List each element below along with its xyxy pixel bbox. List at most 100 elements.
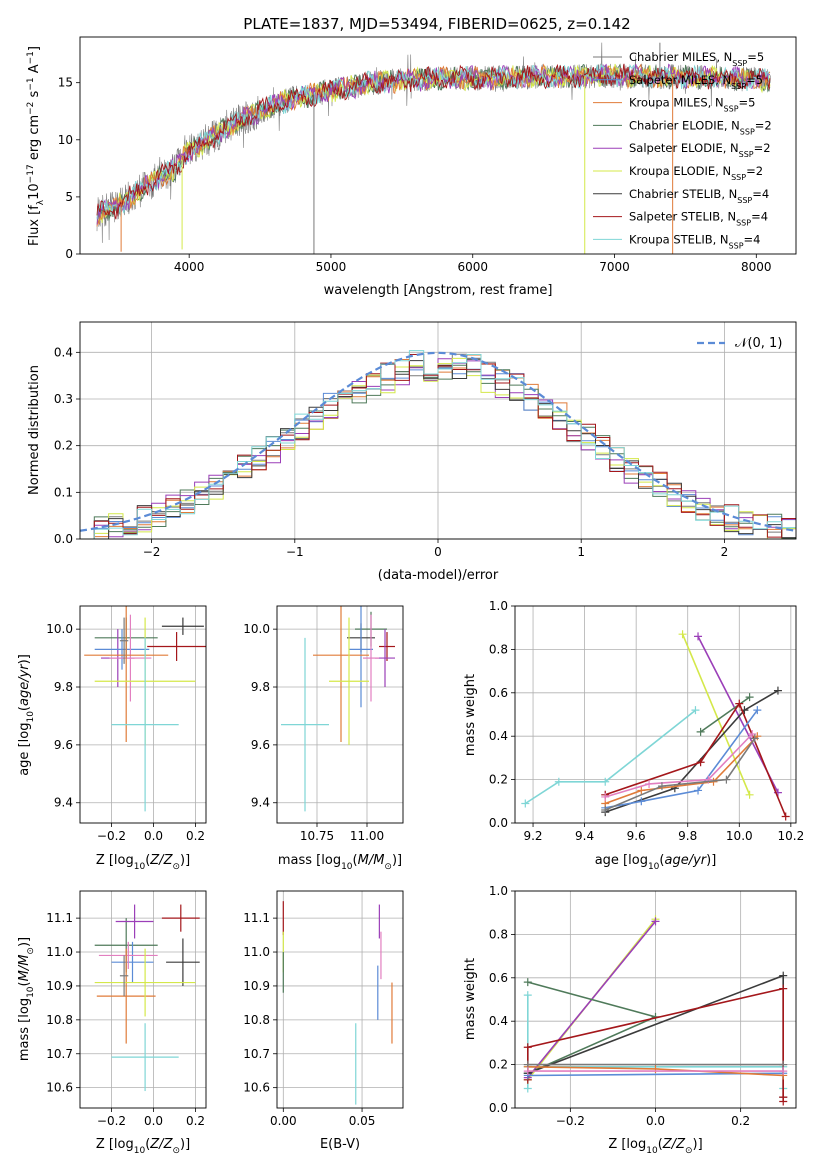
x-axis-label: Z [log10(Z/Z⊙)] — [96, 853, 190, 872]
error-bar-point — [363, 614, 379, 702]
x-tick-label: −0.2 — [556, 1114, 585, 1128]
x-tick-label: 0.05 — [349, 1114, 376, 1128]
y-tick-label: 9.4 — [251, 796, 270, 810]
legend-entry: Chabrier MILES, NSSP=5 — [629, 50, 764, 68]
series-marker — [637, 786, 646, 795]
x-tick-label: −0.2 — [97, 1114, 126, 1128]
x-axis-label: wavelength [Angstrom, rest frame] — [324, 283, 553, 298]
series-marker — [637, 797, 646, 806]
x-tick-label: 0.0 — [646, 1114, 665, 1128]
error-bar-point — [349, 606, 373, 708]
y-axis-label: mass [log10(M/M⊙)] — [17, 937, 36, 1061]
series-marker — [670, 784, 679, 793]
y-tick-label: 11.1 — [46, 911, 73, 925]
x-tick-label: 9.4 — [575, 829, 594, 843]
series-line — [604, 733, 753, 798]
error-bar-point — [379, 632, 395, 661]
series-marker — [523, 991, 532, 1000]
error-bar-point — [329, 617, 369, 745]
error-bar-point — [111, 1023, 179, 1092]
x-tick-label: −1 — [286, 545, 304, 559]
x-tick-label: 0 — [434, 545, 442, 559]
y-tick-label: 10.9 — [46, 979, 73, 993]
series-marker — [601, 805, 610, 814]
y-tick-label: 5 — [65, 190, 73, 204]
series-marker — [735, 699, 744, 708]
axes-frame — [514, 605, 797, 824]
y-tick-label: 11.1 — [243, 911, 270, 925]
series-marker — [773, 686, 782, 695]
series-marker — [694, 632, 703, 641]
y-tick-label: 10.8 — [243, 1013, 270, 1027]
error-bar-point — [84, 606, 169, 742]
error-bar-point — [115, 904, 154, 939]
series-marker — [645, 779, 654, 788]
y-axis-label: mass weight — [463, 674, 478, 756]
spectrum-model-line — [96, 63, 771, 220]
series-marker — [694, 786, 703, 795]
x-tick-label: 9.2 — [523, 829, 542, 843]
legend-entry: Salpeter STELIB, NSSP=4 — [629, 210, 768, 228]
x-tick-label: 10.75 — [300, 829, 334, 843]
y-tick-label: 0.4 — [489, 729, 508, 743]
error-bar-point — [98, 941, 158, 969]
y-tick-label: 0.8 — [489, 927, 508, 941]
x-tick-label: 8000 — [741, 260, 772, 274]
panel-mass_vs_Z: −0.2 0.0 0.2 10.6 10.7 10.8 10.9 11.0 11.1 Z [log… — [17, 890, 207, 1156]
x-tick-label: 1 — [577, 545, 585, 559]
y-tick-label: 10.7 — [46, 1047, 73, 1061]
series-marker — [523, 1043, 532, 1052]
plot-area — [96, 42, 771, 254]
panel-age_vs_Z: −0.2 0.0 0.2 9.4 9.6 9.8 10.0 Z [log10(Z/Z⊙)] ag… — [17, 605, 207, 872]
axes-frame — [276, 605, 404, 824]
y-tick-label: 10.8 — [46, 1013, 73, 1027]
error-bar-point — [96, 948, 156, 1044]
series-marker — [745, 693, 754, 702]
legend-entry: Kroupa ELODIE, NSSP=2 — [629, 164, 763, 182]
x-tick-label: 0.00 — [270, 1114, 297, 1128]
x-axis-label: Z [log10(Z/Z⊙)] — [608, 1137, 702, 1156]
y-tick-label: 10.6 — [46, 1081, 73, 1095]
plot-area — [84, 606, 206, 812]
plot-area — [281, 606, 395, 812]
y-tick-label: 11.0 — [243, 945, 270, 959]
y-tick-label: 0.6 — [489, 971, 508, 985]
y-axis-label: Flux [fλ10−17 erg cm−2 s−1 A−1] — [26, 46, 46, 246]
series-marker — [696, 758, 705, 767]
series-marker — [748, 730, 757, 739]
panel-massweight_vs_age: 9.2 9.4 9.6 9.8 10.0 10.2 0.0 0.2 0.4 0.6 0.8 1.0 ag… — [463, 599, 804, 872]
y-tick-label: 0.4 — [54, 345, 73, 359]
x-axis-label: age [log10(age/yr)] — [595, 853, 717, 872]
grid — [80, 606, 206, 823]
y-tick-label: 0.4 — [489, 1014, 508, 1028]
plot-area — [80, 350, 796, 539]
x-tick-label: 4000 — [174, 260, 205, 274]
x-tick-label: 7000 — [599, 260, 630, 274]
series-marker — [750, 734, 759, 743]
error-bar-point — [94, 948, 196, 1017]
x-tick-label: 10.0 — [726, 829, 753, 843]
legend-entry: Chabrier ELODIE, NSSP=2 — [629, 118, 772, 136]
series-marker — [696, 727, 705, 736]
x-axis-label: Z [log10(Z/Z⊙)] — [96, 1137, 190, 1156]
x-tick-label: 0.2 — [186, 1114, 205, 1128]
panel-residuals: −2 −1 0 1 2 0.0 0.1 0.2 0.3 0.4 𝒩(0, 1) (data-model… — [27, 321, 797, 583]
y-tick-label: 0 — [65, 247, 73, 261]
x-tick-label: 5000 — [316, 260, 347, 274]
x-tick-label: 10.2 — [777, 829, 804, 843]
legend-entry: Chabrier STELIB, NSSP=4 — [629, 187, 769, 205]
axes-frame — [79, 605, 207, 824]
series-marker — [651, 917, 660, 926]
error-bar-point — [109, 614, 152, 702]
series-marker — [704, 775, 713, 784]
y-tick-label: 0.3 — [54, 392, 73, 406]
axes-frame — [276, 890, 404, 1109]
y-tick-label: 10.7 — [243, 1047, 270, 1061]
x-tick-label: −2 — [143, 545, 161, 559]
error-bar-point — [119, 955, 129, 997]
error-bar-point — [166, 938, 200, 986]
series-marker — [745, 790, 754, 799]
legend-entry: Salpeter MILES, NSSP=5 — [629, 73, 763, 91]
grid — [277, 891, 403, 1108]
y-tick-label: 1.0 — [489, 599, 508, 613]
